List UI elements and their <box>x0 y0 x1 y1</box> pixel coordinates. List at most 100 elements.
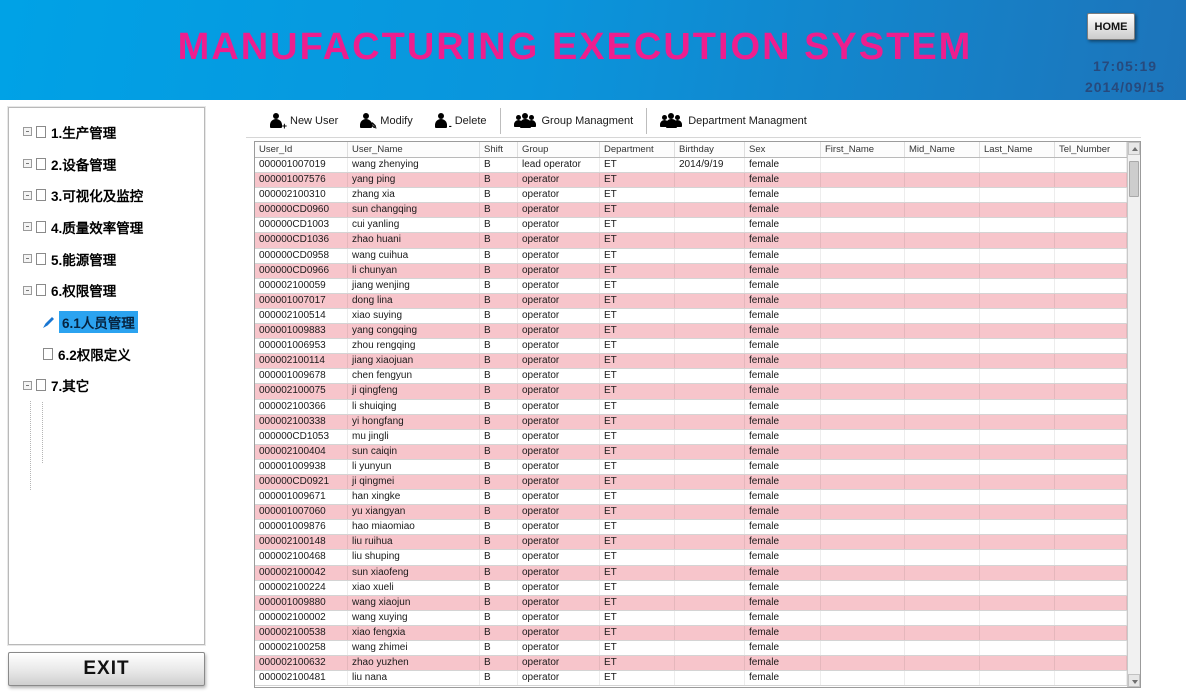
scroll-up-arrow-icon[interactable] <box>1128 142 1140 155</box>
table-cell: B <box>480 354 518 369</box>
table-cell: cui yanling <box>348 218 480 233</box>
table-cell: female <box>745 248 821 263</box>
sidebar-item[interactable]: 4.质量效率管理 <box>9 211 204 243</box>
exit-button[interactable]: EXIT <box>8 652 205 686</box>
table-cell: chen fengyun <box>348 369 480 384</box>
table-cell: li chunyan <box>348 263 480 278</box>
tree-expander-icon[interactable] <box>23 190 32 200</box>
tree-expander-icon[interactable] <box>23 285 32 295</box>
column-header[interactable]: Tel_Number <box>1055 142 1127 157</box>
clock-date: 2014/09/15 <box>1084 79 1166 95</box>
tree-expander-icon[interactable] <box>23 159 32 169</box>
tree-expander-icon[interactable] <box>23 127 32 137</box>
new-user-button[interactable]: + New User <box>258 109 348 132</box>
table-cell <box>1055 414 1127 429</box>
column-header[interactable]: Group <box>518 142 600 157</box>
user-delete-icon: - <box>433 113 452 131</box>
column-header[interactable]: Last_Name <box>980 142 1055 157</box>
table-cell: B <box>480 535 518 550</box>
column-header[interactable]: Mid_Name <box>905 142 980 157</box>
table-cell <box>675 369 745 384</box>
sidebar-item[interactable]: 3.可视化及监控 <box>9 179 204 212</box>
department-managment-button[interactable]: Department Managment <box>650 109 817 132</box>
scroll-down-arrow-icon[interactable] <box>1128 674 1140 687</box>
table-cell <box>821 414 905 429</box>
sidebar-item[interactable]: 6.1人员管理 <box>9 306 204 338</box>
column-header[interactable]: Birthday <box>675 142 745 157</box>
sidebar-item[interactable]: 6.2权限定义 <box>9 337 204 370</box>
table-cell: liu ruihua <box>348 535 480 550</box>
column-header[interactable]: Shift <box>480 142 518 157</box>
scrollbar-thumb[interactable] <box>1129 161 1139 197</box>
table-cell: female <box>745 293 821 308</box>
table-cell <box>675 203 745 218</box>
column-header[interactable]: Sex <box>745 142 821 157</box>
table-cell: ET <box>600 565 675 580</box>
home-button[interactable]: HOME <box>1087 13 1135 40</box>
table-cell: B <box>480 324 518 339</box>
vertical-scrollbar[interactable] <box>1127 142 1140 687</box>
table-cell <box>1055 188 1127 203</box>
table-cell: ET <box>600 233 675 248</box>
table-cell <box>905 399 980 414</box>
column-header[interactable]: First_Name <box>821 142 905 157</box>
table-cell: yang ping <box>348 173 480 188</box>
table-cell: jiang xiaojuan <box>348 354 480 369</box>
column-header[interactable]: Department <box>600 142 675 157</box>
sidebar-item[interactable]: 5.能源管理 <box>9 242 204 275</box>
tree-expander-icon[interactable] <box>23 222 32 232</box>
table-cell <box>675 188 745 203</box>
table-cell <box>821 429 905 444</box>
sidebar-item[interactable]: 2.设备管理 <box>9 147 204 180</box>
table-cell: zhao huani <box>348 233 480 248</box>
table-cell: ji qingmei <box>348 474 480 490</box>
modify-button[interactable]: ✎ Modify <box>348 109 422 132</box>
column-header[interactable]: User_Name <box>348 142 480 157</box>
group-managment-button[interactable]: Group Managment <box>504 109 644 132</box>
sidebar-item[interactable]: 7.其它 <box>9 369 204 402</box>
table-cell: B <box>480 369 518 384</box>
tree-node-icon <box>43 347 53 360</box>
sidebar-item[interactable]: 6.权限管理 <box>9 274 204 307</box>
delete-button[interactable]: - Delete <box>423 109 497 132</box>
sidebar-item[interactable]: 1.生产管理 <box>9 116 204 148</box>
tree-expander-icon[interactable] <box>23 380 32 390</box>
column-header[interactable]: User_Id <box>255 142 348 157</box>
tree-expander-icon[interactable] <box>23 254 32 264</box>
